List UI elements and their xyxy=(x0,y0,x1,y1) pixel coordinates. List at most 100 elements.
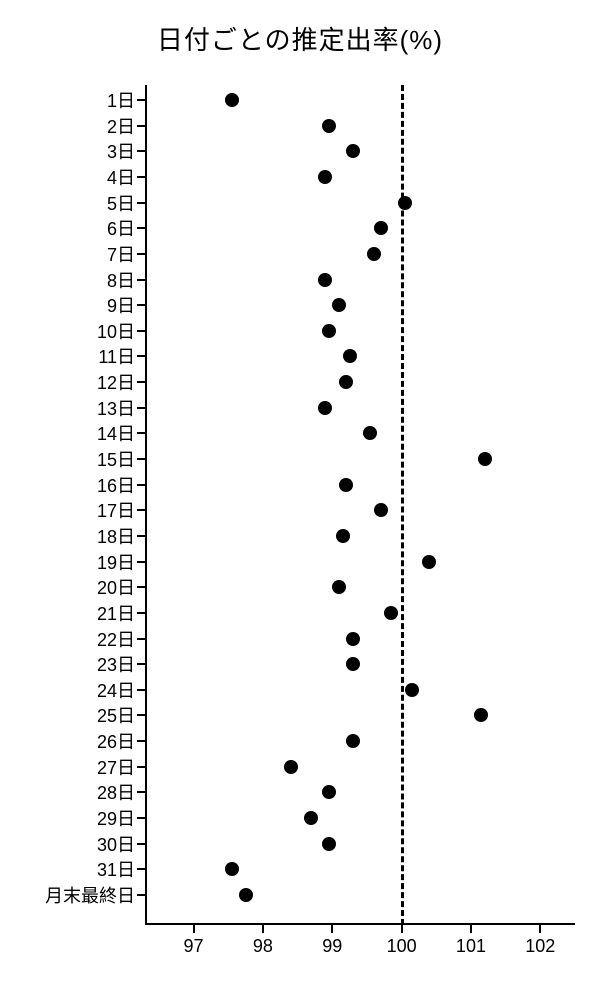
y-axis-label: 2日 xyxy=(107,113,135,139)
plot-area: 1日2日3日4日5日6日7日8日9日10日11日12日13日14日15日16日1… xyxy=(145,85,575,925)
y-tick xyxy=(137,99,145,101)
y-tick xyxy=(137,125,145,127)
x-tick xyxy=(331,925,333,933)
data-point xyxy=(398,196,412,210)
data-point xyxy=(346,734,360,748)
y-axis-label: 16日 xyxy=(97,472,135,498)
y-axis-label: 24日 xyxy=(97,677,135,703)
y-axis-label: 3日 xyxy=(107,138,135,164)
data-point xyxy=(339,478,353,492)
y-axis-label: 26日 xyxy=(97,728,135,754)
data-point xyxy=(339,375,353,389)
data-point xyxy=(284,760,298,774)
x-tick xyxy=(539,925,541,933)
y-axis-label: 25日 xyxy=(97,702,135,728)
y-tick xyxy=(137,843,145,845)
y-axis-label: 17日 xyxy=(97,497,135,523)
y-tick xyxy=(137,330,145,332)
y-tick xyxy=(137,817,145,819)
y-axis-label: 18日 xyxy=(97,523,135,549)
y-axis-label: 14日 xyxy=(97,420,135,446)
y-axis-label: 6日 xyxy=(107,215,135,241)
y-tick xyxy=(137,638,145,640)
data-point xyxy=(384,606,398,620)
y-axis-label: 9日 xyxy=(107,292,135,318)
data-point xyxy=(332,298,346,312)
y-tick xyxy=(137,458,145,460)
y-axis-label: 月末最終日 xyxy=(45,882,135,908)
x-axis-label: 99 xyxy=(322,936,342,957)
data-point xyxy=(363,426,377,440)
data-point xyxy=(367,247,381,261)
y-axis xyxy=(145,85,147,925)
y-axis-label: 1日 xyxy=(107,87,135,113)
y-axis-label: 4日 xyxy=(107,164,135,190)
y-tick xyxy=(137,714,145,716)
y-axis-label: 27日 xyxy=(97,754,135,780)
data-point xyxy=(346,632,360,646)
y-tick xyxy=(137,561,145,563)
y-axis-label: 21日 xyxy=(97,600,135,626)
y-axis-label: 13日 xyxy=(97,395,135,421)
x-tick xyxy=(193,925,195,933)
data-point xyxy=(225,93,239,107)
data-point xyxy=(332,580,346,594)
x-axis-label: 100 xyxy=(387,936,417,957)
y-axis-label: 10日 xyxy=(97,318,135,344)
y-axis-label: 22日 xyxy=(97,626,135,652)
y-tick xyxy=(137,407,145,409)
data-point xyxy=(336,529,350,543)
x-tick xyxy=(401,925,403,933)
y-tick xyxy=(137,766,145,768)
data-point xyxy=(474,708,488,722)
data-point xyxy=(239,888,253,902)
y-axis-label: 19日 xyxy=(97,549,135,575)
x-axis-label: 101 xyxy=(456,936,486,957)
data-point xyxy=(405,683,419,697)
y-tick xyxy=(137,586,145,588)
y-tick xyxy=(137,894,145,896)
y-axis-label: 29日 xyxy=(97,805,135,831)
data-point xyxy=(422,555,436,569)
data-point xyxy=(318,273,332,287)
chart-container: 日付ごとの推定出率(%) 1日2日3日4日5日6日7日8日9日10日11日12日… xyxy=(0,0,600,1000)
y-tick xyxy=(137,253,145,255)
data-point xyxy=(346,144,360,158)
y-tick xyxy=(137,304,145,306)
data-point xyxy=(478,452,492,466)
y-tick xyxy=(137,279,145,281)
y-axis-label: 5日 xyxy=(107,190,135,216)
y-axis-label: 11日 xyxy=(98,343,135,369)
x-tick xyxy=(262,925,264,933)
data-point xyxy=(374,503,388,517)
y-axis-label: 20日 xyxy=(97,574,135,600)
data-point xyxy=(304,811,318,825)
y-tick xyxy=(137,535,145,537)
data-point xyxy=(322,324,336,338)
y-tick xyxy=(137,791,145,793)
data-point xyxy=(225,862,239,876)
y-tick xyxy=(137,176,145,178)
x-axis-label: 97 xyxy=(184,936,204,957)
x-axis xyxy=(145,923,575,925)
x-axis-label: 102 xyxy=(525,936,555,957)
y-tick xyxy=(137,432,145,434)
reference-line xyxy=(401,85,404,925)
y-tick xyxy=(137,150,145,152)
y-axis-label: 31日 xyxy=(97,856,135,882)
y-tick xyxy=(137,740,145,742)
y-axis-label: 7日 xyxy=(107,241,135,267)
data-point xyxy=(322,785,336,799)
data-point xyxy=(318,401,332,415)
y-tick xyxy=(137,484,145,486)
x-axis-label: 98 xyxy=(253,936,273,957)
y-axis-label: 15日 xyxy=(97,446,135,472)
y-tick xyxy=(137,868,145,870)
y-tick xyxy=(137,227,145,229)
y-axis-label: 12日 xyxy=(97,369,135,395)
chart-title: 日付ごとの推定出率(%) xyxy=(0,20,600,57)
y-axis-label: 23日 xyxy=(97,651,135,677)
data-point xyxy=(346,657,360,671)
data-point xyxy=(322,837,336,851)
y-tick xyxy=(137,381,145,383)
